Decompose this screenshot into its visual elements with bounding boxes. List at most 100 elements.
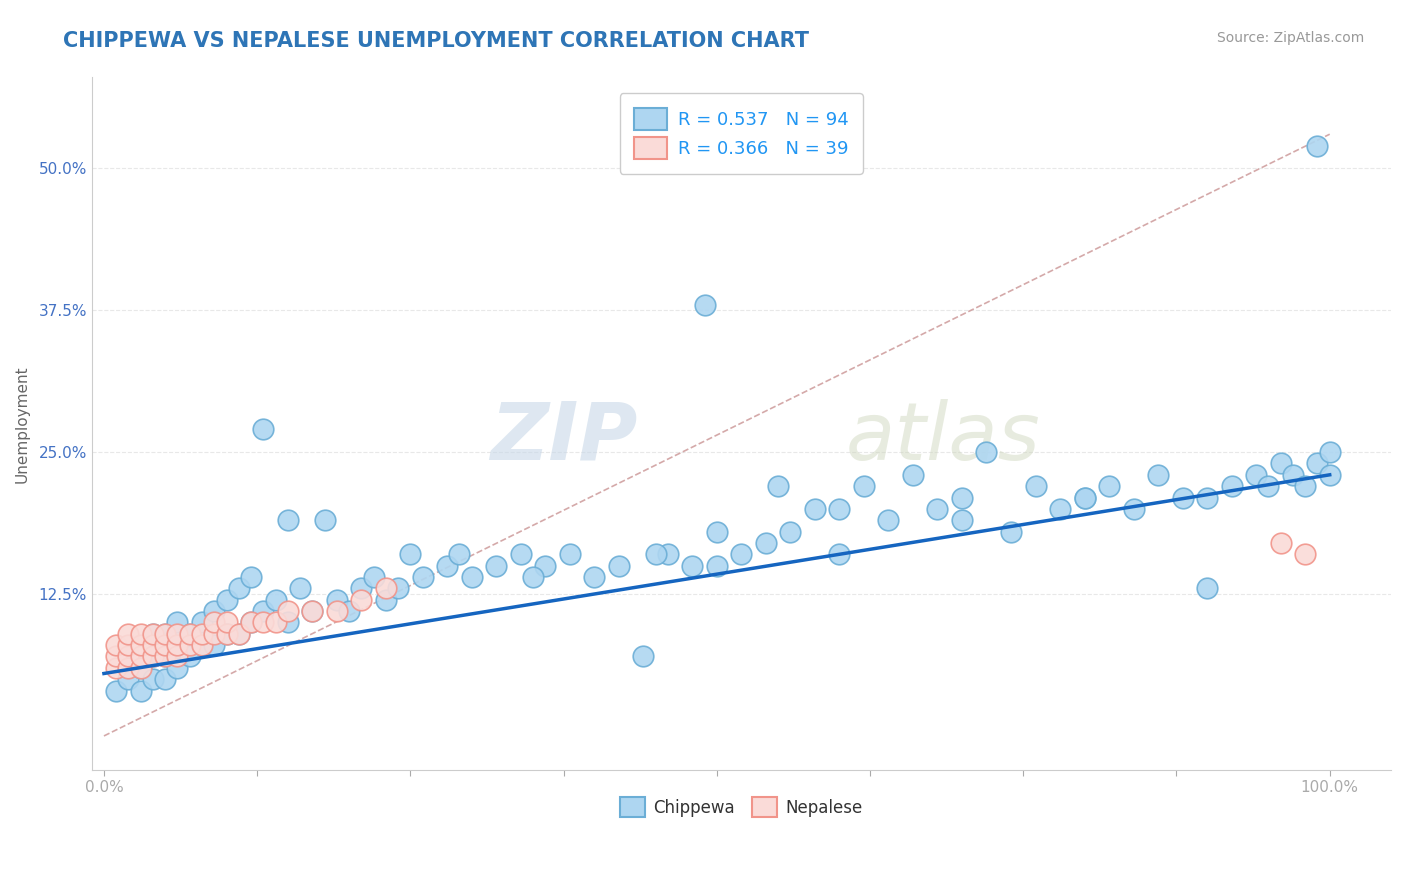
Point — [1294, 479, 1316, 493]
Point — [166, 661, 188, 675]
Point — [558, 547, 581, 561]
Point — [326, 592, 349, 607]
Point — [142, 638, 165, 652]
Point — [277, 513, 299, 527]
Point — [1319, 467, 1341, 482]
Point — [129, 638, 152, 652]
Text: ZIP: ZIP — [491, 399, 637, 476]
Point — [509, 547, 531, 561]
Point — [301, 604, 323, 618]
Point — [350, 582, 373, 596]
Point — [693, 297, 716, 311]
Point — [215, 626, 238, 640]
Point — [1025, 479, 1047, 493]
Point — [1270, 536, 1292, 550]
Point — [117, 638, 139, 652]
Point — [142, 672, 165, 686]
Point — [142, 649, 165, 664]
Point — [288, 582, 311, 596]
Point — [191, 615, 214, 630]
Point — [485, 558, 508, 573]
Point — [1306, 138, 1329, 153]
Point — [950, 491, 973, 505]
Point — [155, 626, 177, 640]
Point — [1197, 582, 1219, 596]
Point — [277, 604, 299, 618]
Point — [117, 672, 139, 686]
Point — [460, 570, 482, 584]
Text: atlas: atlas — [845, 399, 1040, 476]
Point — [412, 570, 434, 584]
Point — [950, 513, 973, 527]
Point — [117, 649, 139, 664]
Point — [657, 547, 679, 561]
Point — [215, 626, 238, 640]
Text: CHIPPEWA VS NEPALESE UNEMPLOYMENT CORRELATION CHART: CHIPPEWA VS NEPALESE UNEMPLOYMENT CORREL… — [63, 31, 810, 51]
Point — [522, 570, 544, 584]
Point — [644, 547, 666, 561]
Point — [179, 626, 201, 640]
Point — [1098, 479, 1121, 493]
Point — [1049, 501, 1071, 516]
Point — [202, 604, 225, 618]
Point — [155, 638, 177, 652]
Point — [228, 582, 250, 596]
Point — [129, 683, 152, 698]
Point — [155, 626, 177, 640]
Point — [1122, 501, 1144, 516]
Point — [706, 524, 728, 539]
Point — [877, 513, 900, 527]
Point — [252, 604, 274, 618]
Point — [1257, 479, 1279, 493]
Point — [191, 626, 214, 640]
Point — [633, 649, 655, 664]
Point — [326, 604, 349, 618]
Point — [166, 638, 188, 652]
Point — [706, 558, 728, 573]
Point — [155, 649, 177, 664]
Point — [1073, 491, 1095, 505]
Point — [927, 501, 949, 516]
Point — [1294, 547, 1316, 561]
Point — [804, 501, 827, 516]
Point — [142, 626, 165, 640]
Point — [264, 615, 287, 630]
Point — [1147, 467, 1170, 482]
Point — [779, 524, 801, 539]
Point — [129, 661, 152, 675]
Point — [166, 638, 188, 652]
Point — [191, 638, 214, 652]
Point — [252, 422, 274, 436]
Point — [374, 582, 396, 596]
Point — [240, 615, 263, 630]
Point — [1000, 524, 1022, 539]
Point — [976, 445, 998, 459]
Point — [202, 638, 225, 652]
Point — [755, 536, 778, 550]
Point — [179, 649, 201, 664]
Point — [1270, 457, 1292, 471]
Point — [191, 638, 214, 652]
Point — [314, 513, 336, 527]
Point — [828, 501, 851, 516]
Point — [228, 626, 250, 640]
Point — [166, 626, 188, 640]
Point — [155, 672, 177, 686]
Point — [105, 638, 128, 652]
Point — [399, 547, 422, 561]
Point — [350, 592, 373, 607]
Point — [828, 547, 851, 561]
Point — [228, 626, 250, 640]
Point — [766, 479, 789, 493]
Point — [105, 661, 128, 675]
Point — [202, 615, 225, 630]
Point — [1244, 467, 1267, 482]
Y-axis label: Unemployment: Unemployment — [15, 365, 30, 483]
Point — [1171, 491, 1194, 505]
Text: Source: ZipAtlas.com: Source: ZipAtlas.com — [1216, 31, 1364, 45]
Point — [1197, 491, 1219, 505]
Point — [277, 615, 299, 630]
Point — [142, 626, 165, 640]
Point — [730, 547, 752, 561]
Point — [240, 570, 263, 584]
